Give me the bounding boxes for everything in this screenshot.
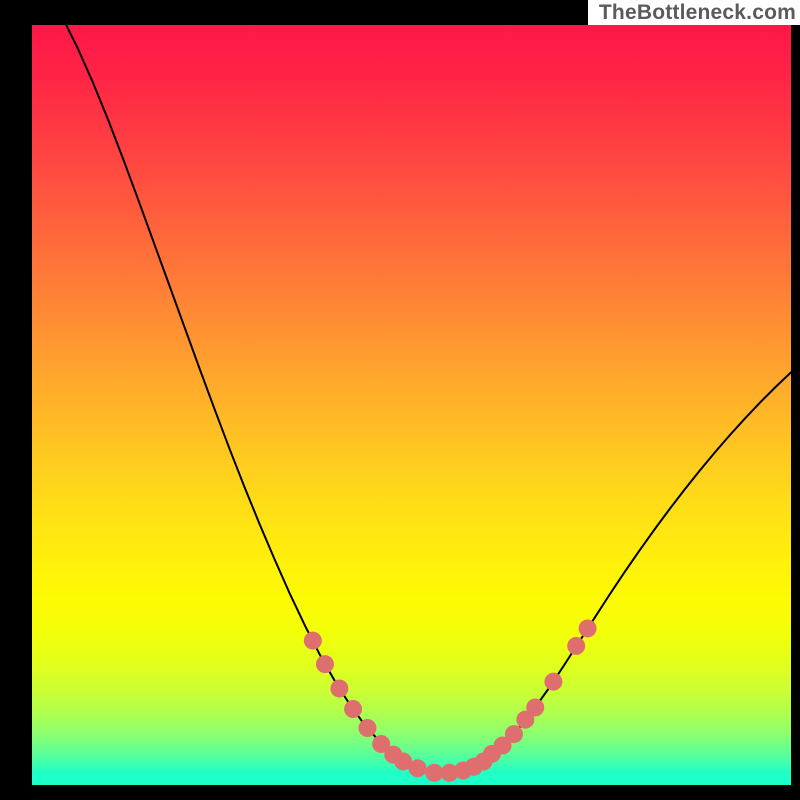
bottom-band: [32, 774, 791, 785]
marker-dot: [526, 698, 544, 716]
marker-dot: [567, 637, 585, 655]
marker-dot: [330, 679, 348, 697]
chart-svg: [32, 25, 791, 785]
marker-dot: [316, 655, 334, 673]
plot-area: [32, 25, 791, 785]
marker-dot: [544, 673, 562, 691]
marker-dot: [579, 619, 597, 637]
bottleneck-curve: [66, 25, 791, 773]
marker-dot: [304, 632, 322, 650]
marker-dot: [409, 759, 427, 777]
marker-dot: [344, 700, 362, 718]
watermark-label: TheBottleneck.com: [588, 0, 800, 25]
marker-dot: [505, 725, 523, 743]
marker-dot: [358, 719, 376, 737]
